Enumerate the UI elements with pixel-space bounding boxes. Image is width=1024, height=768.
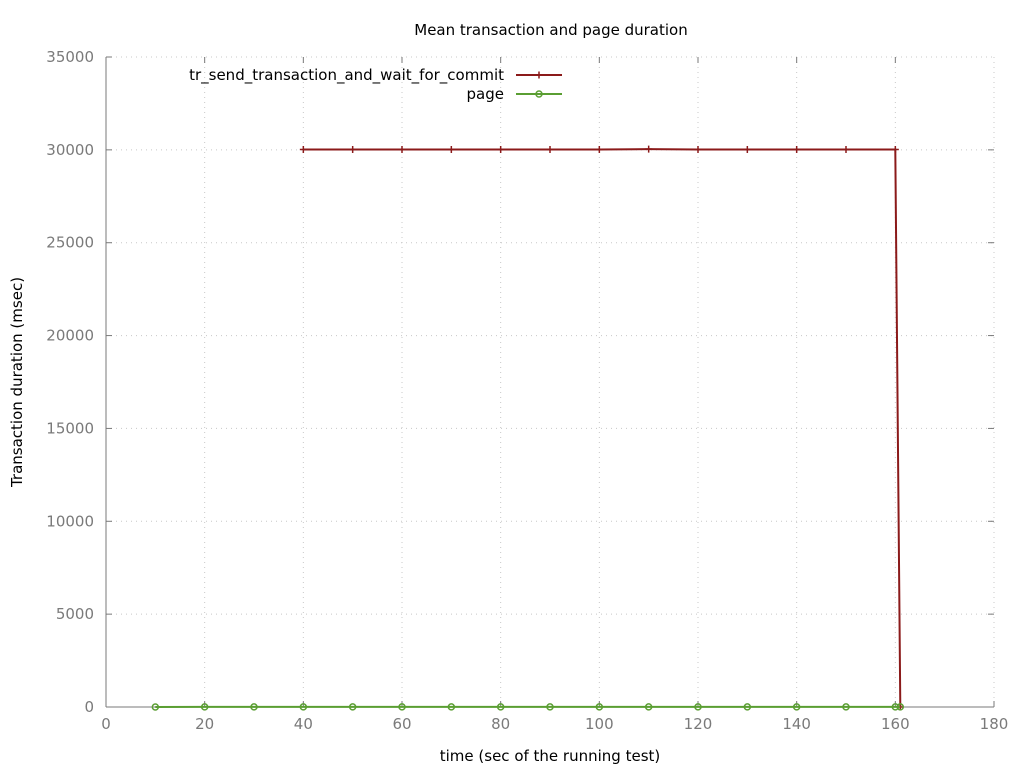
legend-marker [535, 90, 543, 98]
data-point [398, 703, 406, 711]
legend: tr_send_transaction_and_wait_for_commitp… [189, 66, 562, 103]
y-tick-label: 20000 [46, 327, 94, 345]
series-line [303, 148, 902, 708]
data-point [447, 145, 455, 153]
x-tick-label: 60 [392, 715, 411, 733]
x-tick-label: 180 [980, 715, 1009, 733]
x-tick-label: 160 [881, 715, 910, 733]
data-point [694, 703, 702, 711]
data-point [496, 703, 505, 711]
data-point [645, 145, 653, 153]
y-tick-label: 10000 [46, 512, 94, 530]
y-tick-label: 25000 [46, 234, 94, 252]
legend-label: tr_send_transaction_and_wait_for_commit [189, 66, 504, 85]
data-point [349, 145, 357, 153]
data-point [891, 703, 900, 711]
y-tick-label: 35000 [46, 48, 94, 66]
y-axis-title: Transaction duration (msec) [8, 277, 26, 488]
x-tick-label: 140 [782, 715, 811, 733]
x-tick-label: 0 [101, 715, 111, 733]
x-tick-label: 40 [294, 715, 313, 733]
x-tick-label: 100 [585, 715, 614, 733]
y-tick-label: 5000 [56, 605, 94, 623]
y-tick-label: 0 [84, 698, 94, 716]
data-point [447, 703, 456, 711]
data-point [644, 703, 653, 711]
data-point [546, 145, 554, 153]
data-point [891, 145, 899, 153]
data-point [299, 703, 308, 711]
data-point [299, 145, 307, 153]
data-point [151, 703, 160, 711]
data-point [743, 703, 752, 711]
data-point [896, 703, 905, 711]
data-point [497, 145, 505, 153]
x-tick-label: 120 [684, 715, 713, 733]
x-tick-label: 80 [491, 715, 510, 733]
x-tick-label: 20 [195, 715, 214, 733]
data-point [250, 703, 258, 711]
x-axis-title: time (sec of the running test) [440, 747, 661, 765]
data-point [842, 703, 850, 711]
data-point [793, 145, 801, 153]
data-point [546, 703, 554, 711]
data-point [694, 145, 702, 153]
data-point [792, 703, 801, 711]
data-point [398, 145, 406, 153]
data-point [842, 145, 850, 153]
legend-item: page [467, 85, 562, 103]
data-point [348, 703, 357, 711]
series-1 [151, 703, 905, 711]
y-tick-label: 15000 [46, 419, 94, 437]
chart-title: Mean transaction and page duration [414, 21, 687, 39]
y-tick-label: 30000 [46, 141, 94, 159]
data-point [595, 703, 604, 711]
data-point [743, 145, 751, 153]
legend-item: tr_send_transaction_and_wait_for_commit [189, 66, 562, 85]
data-point [595, 145, 603, 153]
data-point [200, 703, 209, 711]
legend-marker [535, 71, 543, 79]
legend-label: page [467, 85, 504, 103]
